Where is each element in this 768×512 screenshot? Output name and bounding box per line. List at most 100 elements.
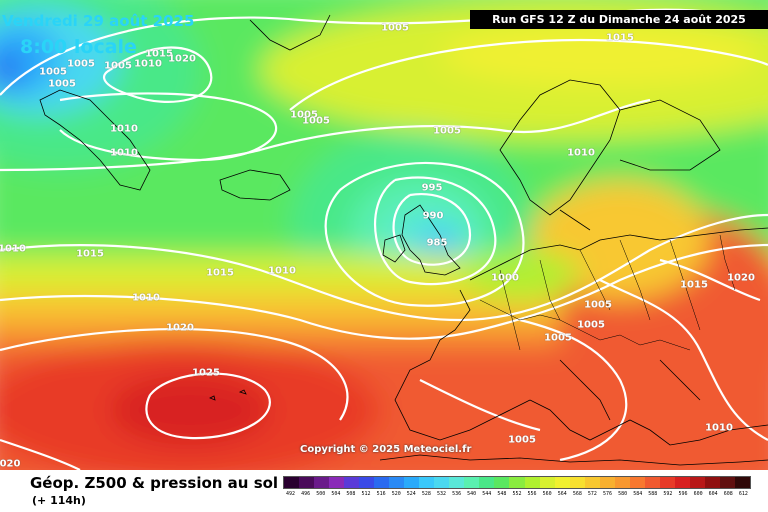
scale-swatch xyxy=(419,477,435,488)
scale-tick-label: 516 xyxy=(376,491,386,497)
isobar-label: 1015 xyxy=(206,267,234,279)
scale-tick-label: 608 xyxy=(723,491,733,497)
isobar-label: 1015 xyxy=(606,32,634,44)
scale-tick-label: 504 xyxy=(331,491,341,497)
scale-swatch xyxy=(329,477,345,488)
scale-tick-label: 548 xyxy=(497,491,507,497)
scale-swatch xyxy=(554,477,570,488)
scale-tick-label: 552 xyxy=(512,491,522,497)
scale-tick-label: 596 xyxy=(678,491,688,497)
scale-tick-label: 492 xyxy=(286,491,296,497)
isobar-label: 1005 xyxy=(48,78,76,90)
isobar-label: 1020 xyxy=(168,53,196,65)
scale-swatch xyxy=(389,477,405,488)
isobar-label: 1010 xyxy=(110,147,138,159)
scale-swatch xyxy=(584,477,600,488)
scale-swatch xyxy=(644,477,660,488)
geopotential-field xyxy=(0,0,768,470)
weather-map: Run GFS 12 Z du Dimanche 24 août 2025 Ve… xyxy=(0,0,768,470)
scale-swatch xyxy=(314,477,330,488)
isobar-label: 1010 xyxy=(567,147,595,159)
scale-swatch xyxy=(689,477,705,488)
scale-swatch xyxy=(674,477,690,488)
isobar-label: 1015 xyxy=(680,279,708,291)
valid-time: 8:00 locale xyxy=(20,36,137,58)
scale-swatch xyxy=(284,477,300,488)
scale-tick-label: 524 xyxy=(406,491,416,497)
isobar-label: 1010 xyxy=(132,292,160,304)
isobar-label: 1010 xyxy=(110,123,138,135)
scale-swatch xyxy=(479,477,495,488)
scale-tick-label: 576 xyxy=(603,491,613,497)
isobar-label: 1000 xyxy=(491,272,519,284)
scale-swatch xyxy=(434,477,450,488)
scale-swatch xyxy=(539,477,555,488)
scale-tick-label: 536 xyxy=(452,491,462,497)
scale-tick-label: 580 xyxy=(618,491,628,497)
isobar-label: 1020 xyxy=(166,322,194,334)
scale-swatch xyxy=(464,477,480,488)
scale-tick-label: 592 xyxy=(663,491,673,497)
isobar-label: 1010 xyxy=(0,243,26,255)
scale-swatch xyxy=(599,477,615,488)
isobar-label: 1005 xyxy=(104,60,132,72)
isobar-label: 985 xyxy=(426,237,448,249)
isobar-label: 1015 xyxy=(145,48,173,60)
scale-swatch xyxy=(509,477,525,488)
isobar-label: 1005 xyxy=(544,332,572,344)
scale-tick-label: 584 xyxy=(633,491,643,497)
scale-tick-label: 588 xyxy=(648,491,658,497)
isobar-label: 1005 xyxy=(302,115,330,127)
scale-swatch xyxy=(614,477,630,488)
scale-swatch xyxy=(719,477,735,488)
scale-tick-label: 612 xyxy=(738,491,748,497)
scale-tick-label: 600 xyxy=(693,491,703,497)
scale-swatch xyxy=(449,477,465,488)
isobar-label: 1020 xyxy=(727,272,755,284)
scale-swatch xyxy=(569,477,585,488)
scale-swatch xyxy=(404,477,420,488)
scale-tick-label: 568 xyxy=(572,491,582,497)
scale-swatch xyxy=(629,477,645,488)
scale-swatch xyxy=(344,477,360,488)
isobar-label: 995 xyxy=(421,182,443,194)
isobar-label: 1010 xyxy=(705,422,733,434)
isobar-label: 1005 xyxy=(508,434,536,446)
coastlines xyxy=(39,14,768,466)
isobar-label: 1015 xyxy=(76,248,104,260)
copyright: Copyright © 2025 Meteociel.fr xyxy=(300,444,472,455)
isobar-label: 990 xyxy=(422,210,444,222)
isobar-label: 1005 xyxy=(67,58,95,70)
scale-tick-label: 556 xyxy=(527,491,537,497)
scale-tick-label: 564 xyxy=(557,491,567,497)
isobar-label: 1005 xyxy=(577,319,605,331)
isobar-label: 1005 xyxy=(433,125,461,137)
scale-swatch xyxy=(299,477,315,488)
scale-tick-label: 572 xyxy=(587,491,597,497)
isobar-label: 1005 xyxy=(39,66,67,78)
isobar-label: 1010 xyxy=(134,58,162,70)
scale-swatch xyxy=(704,477,720,488)
valid-date: Vendredi 29 août 2025 xyxy=(2,12,195,30)
isobar-label: 1010 xyxy=(268,265,296,277)
isobar-label: 1005 xyxy=(290,109,318,121)
scale-tick-label: 496 xyxy=(301,491,311,497)
isobar-label: 1025 xyxy=(192,367,220,379)
scale-tick-label: 544 xyxy=(482,491,492,497)
scale-tick-label: 508 xyxy=(346,491,356,497)
run-info: Run GFS 12 Z du Dimanche 24 août 2025 xyxy=(470,10,768,29)
color-scale-swatches xyxy=(283,476,751,489)
color-scale: 492 496 500 504 508 512 516 520 524 528 532 536 540 5… xyxy=(283,476,751,506)
isobar-label: 020 xyxy=(0,458,21,470)
color-scale-ticks: 492 496 500 504 508 512 516 520 524 528 532 536 540 5… xyxy=(283,491,751,497)
scale-tick-label: 532 xyxy=(436,491,446,497)
isobar-label: 1005 xyxy=(381,22,409,34)
scale-swatch xyxy=(494,477,510,488)
product-title: Géop. Z500 & pression au sol xyxy=(30,474,279,492)
legend-footer: Géop. Z500 & pression au sol (+ 114h) 49… xyxy=(0,470,768,512)
scale-swatch xyxy=(659,477,675,488)
scale-swatch xyxy=(524,477,540,488)
scale-tick-label: 604 xyxy=(708,491,718,497)
scale-tick-label: 528 xyxy=(421,491,431,497)
scale-tick-label: 540 xyxy=(467,491,477,497)
